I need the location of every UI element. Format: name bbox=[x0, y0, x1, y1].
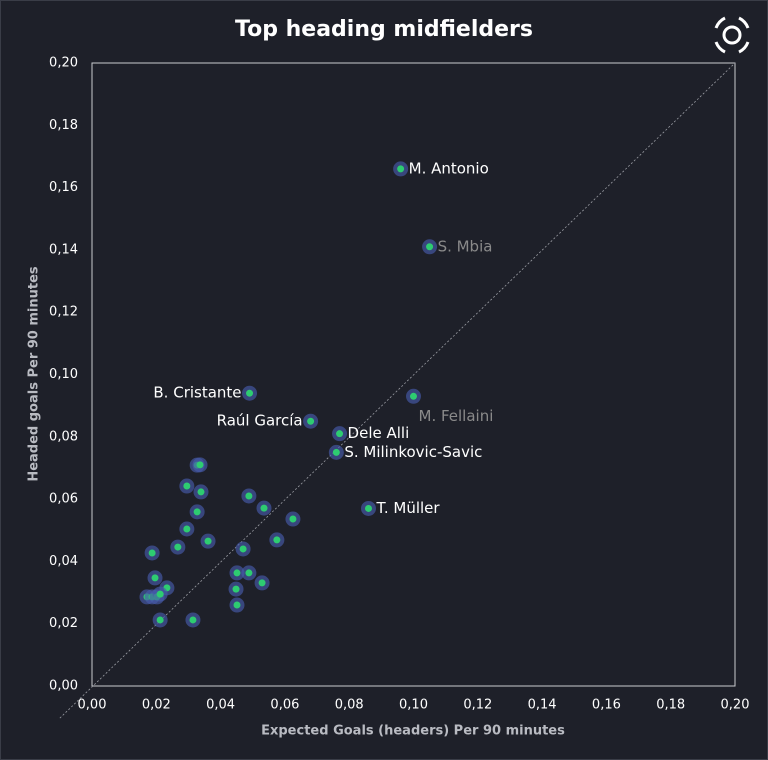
x-tick-label: 0,02 bbox=[142, 698, 171, 713]
point bbox=[393, 161, 409, 177]
point bbox=[422, 239, 438, 255]
point-label: M. Fellaini bbox=[419, 407, 494, 425]
point bbox=[170, 539, 186, 555]
point-label: Raúl García bbox=[217, 412, 303, 430]
point bbox=[254, 575, 270, 591]
point bbox=[285, 511, 301, 527]
plot-frame bbox=[91, 62, 736, 687]
x-axis-label: Expected Goals (headers) Per 90 minutes bbox=[261, 724, 565, 739]
logo bbox=[714, 16, 750, 54]
point bbox=[152, 586, 168, 602]
y-tick-label: 0,20 bbox=[49, 56, 78, 71]
point bbox=[147, 570, 163, 586]
x-tick-label: 0,00 bbox=[78, 698, 107, 713]
y-tick-label: 0,10 bbox=[49, 367, 78, 382]
point bbox=[229, 597, 245, 613]
point-label: S. Mbia bbox=[438, 237, 493, 255]
point bbox=[235, 541, 251, 557]
y-tick-label: 0,02 bbox=[49, 616, 78, 631]
point bbox=[228, 581, 244, 597]
x-tick-label: 0,04 bbox=[206, 698, 235, 713]
point bbox=[360, 500, 376, 516]
point bbox=[193, 484, 209, 500]
y-tick-label: 0,00 bbox=[49, 679, 78, 694]
point bbox=[152, 612, 168, 628]
y-tick-label: 0,16 bbox=[49, 180, 78, 195]
point bbox=[185, 612, 201, 628]
point-label: S. Milinkovic-Savic bbox=[344, 443, 482, 461]
chart-title: Top heading midfielders bbox=[235, 17, 533, 42]
point-label: M. Antonio bbox=[409, 159, 489, 177]
x-tick-label: 0,08 bbox=[335, 698, 364, 713]
point-label: T. Müller bbox=[375, 499, 440, 517]
point bbox=[241, 488, 257, 504]
y-tick-label: 0,18 bbox=[49, 118, 78, 133]
point bbox=[269, 532, 285, 548]
point bbox=[179, 478, 195, 494]
point bbox=[328, 444, 344, 460]
y-tick-label: 0,08 bbox=[49, 429, 78, 444]
y-tick-label: 0,06 bbox=[49, 492, 78, 507]
point bbox=[406, 388, 421, 404]
y-tick-label: 0,12 bbox=[49, 305, 78, 320]
x-tick-label: 0,14 bbox=[528, 698, 557, 713]
y-axis-label: Headed goals Per 90 minutes bbox=[27, 266, 42, 482]
point bbox=[192, 457, 208, 473]
x-tick-label: 0,20 bbox=[721, 698, 750, 713]
y-tick-label: 0,14 bbox=[49, 242, 78, 257]
x-tick-label: 0,18 bbox=[656, 698, 685, 713]
x-tick-label: 0,16 bbox=[592, 698, 621, 713]
point bbox=[189, 504, 205, 520]
reference-diagonal bbox=[59, 62, 736, 719]
y-tick-label: 0,04 bbox=[49, 554, 78, 569]
x-tick-label: 0,10 bbox=[399, 698, 428, 713]
point bbox=[303, 413, 319, 429]
point-label: Dele Alli bbox=[348, 424, 410, 442]
point-label: B. Cristante bbox=[153, 384, 241, 402]
point bbox=[144, 545, 160, 561]
point bbox=[242, 385, 258, 401]
x-tick-label: 0,12 bbox=[463, 698, 492, 713]
point bbox=[256, 500, 272, 516]
point bbox=[332, 426, 348, 442]
point bbox=[200, 533, 216, 549]
point bbox=[179, 521, 195, 537]
x-tick-label: 0,06 bbox=[270, 698, 299, 713]
point bbox=[229, 565, 245, 581]
point bbox=[241, 565, 257, 581]
